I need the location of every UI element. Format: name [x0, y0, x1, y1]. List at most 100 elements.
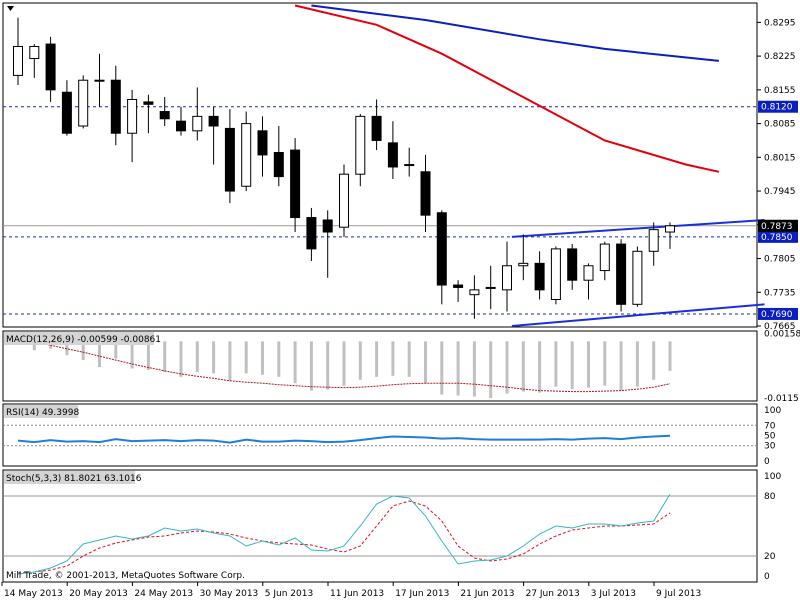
candle-body-bull [29, 45, 40, 60]
candle-body-bear [176, 120, 186, 132]
macd-histogram-bar [424, 341, 427, 384]
candle [583, 263, 594, 300]
price-y-tick-label: 0.8015 [764, 153, 796, 163]
candle [436, 210, 447, 305]
candle-body-bull [502, 265, 512, 291]
candle [599, 241, 610, 281]
macd-title: MACD(12,26,9) -0.00599 -0.00861 [6, 335, 161, 345]
time-axis-label: 30 May 2013 [200, 589, 259, 599]
candle [61, 80, 72, 136]
candle-body-bear [208, 115, 219, 127]
candle [159, 97, 170, 126]
macd-histogram-bar [195, 341, 199, 372]
level-price-label-box [758, 100, 798, 113]
candle [665, 222, 675, 249]
stoch-y-tick-label: 0 [764, 572, 770, 582]
candle-body-bear [224, 127, 235, 192]
candle [257, 116, 268, 177]
candle-body-bull [404, 164, 415, 167]
candle [241, 111, 252, 192]
macd-histogram-bar [391, 341, 395, 376]
time-axis-label: 17 Jun 2013 [395, 589, 449, 599]
macd-histogram-bar [228, 341, 232, 381]
macd-histogram-bar [668, 341, 672, 371]
macd-histogram-bar [375, 341, 379, 377]
candle-body-bull [583, 265, 594, 281]
candle-body-bull [665, 225, 675, 233]
macd-histogram-bar [407, 341, 411, 377]
macd-histogram-bar [261, 341, 264, 375]
macd-histogram-bar [130, 341, 134, 369]
time-axis-label: 11 Jun 2013 [330, 589, 384, 599]
candle-body-bear [420, 171, 431, 216]
price-y-tick-label: 0.8085 [764, 120, 796, 130]
level-price-label-box [758, 307, 798, 320]
candle [616, 239, 627, 312]
macd-histogram-bar [538, 341, 542, 393]
macd-histogram-bar [603, 341, 607, 386]
candle-body-bear [143, 101, 154, 105]
time-axis-label: 3 Jul 2013 [591, 589, 636, 599]
time-axis: 14 May 2013 20 May 2013 24 May 2013 30 May … [1, 582, 701, 599]
candle-body-bear [453, 284, 464, 288]
stoch-panel-frame [2, 469, 758, 583]
macd-histogram-bar [489, 341, 493, 398]
candle-body-bear [257, 130, 268, 156]
candle [29, 44, 40, 78]
stoch-panel: 100 80 20 0 Stoch(5,3,3) 81.8021 63.1016 Mi… [2, 469, 781, 583]
stoch-y-tick-label: 80 [764, 492, 776, 502]
rsi-panel-frame [2, 403, 758, 467]
macd-panel: 0.00158 -0.0115 MACD(12,26,9) -0.00599 -0… [2, 330, 800, 404]
candle [224, 109, 235, 204]
price-panel-frame [2, 2, 758, 328]
price-y-tick-label: 0.7805 [764, 255, 796, 265]
stoch-main-line [17, 493, 671, 575]
collapse-triangle-icon[interactable] [7, 6, 14, 11]
candle [387, 121, 398, 180]
candle [127, 89, 138, 163]
macd-histogram-bar [554, 341, 558, 387]
macd-histogram-bar [32, 341, 36, 351]
macd-title-box [4, 332, 154, 345]
candle-body-bull [78, 79, 89, 127]
rsi-title-box [4, 405, 78, 418]
macd-histogram-bar [98, 341, 101, 367]
macd-histogram-bar [179, 341, 183, 377]
candle-body-bull [13, 45, 23, 76]
candle-body-bear [306, 217, 317, 250]
channel-lower-line [511, 303, 765, 327]
current-price-label: 0.7873 [761, 222, 793, 232]
macd-y-tick-label: -0.0115 [764, 394, 799, 404]
candle-body-bear [273, 152, 284, 178]
rsi-y-tick-label: 50 [764, 432, 776, 442]
rsi-y-tick-label: 100 [764, 406, 781, 416]
candle-body-bear [616, 243, 627, 305]
candle [45, 36, 56, 102]
macd-histogram-bar [326, 341, 330, 390]
candle-body-bull [241, 123, 252, 187]
candle [404, 147, 415, 177]
candle [632, 246, 643, 307]
level-price-label: 0.7850 [761, 233, 793, 243]
price-y-tick-label: 0.7665 [764, 322, 796, 332]
candle-body-bull [94, 79, 105, 82]
time-axis-label: 5 Jun 2013 [265, 589, 313, 599]
candle [192, 87, 203, 141]
rsi-title: RSI(14) 49.3998 [6, 408, 79, 418]
macd-histogram-bar [472, 341, 476, 397]
time-axis-label: 27 Jun 2013 [526, 589, 580, 599]
candle-body-bear [387, 142, 398, 168]
macd-histogram-bar [521, 341, 525, 392]
price-panel: 0.8295 0.8225 0.8155 0.8085 0.8015 0.7945 0.78… [2, 2, 798, 332]
time-axis-label: 24 May 2013 [134, 589, 193, 599]
candle [290, 138, 301, 233]
candle-body-bear [567, 248, 578, 281]
macd-histogram-bar [456, 341, 460, 396]
candle-body-bull [648, 229, 659, 252]
candle [648, 222, 659, 266]
stoch-title: Stoch(5,3,3) 81.8021 63.1016 [6, 474, 142, 484]
macd-histogram-bar [440, 341, 444, 395]
rsi-line [17, 434, 671, 444]
macd-histogram-bar [342, 341, 346, 386]
